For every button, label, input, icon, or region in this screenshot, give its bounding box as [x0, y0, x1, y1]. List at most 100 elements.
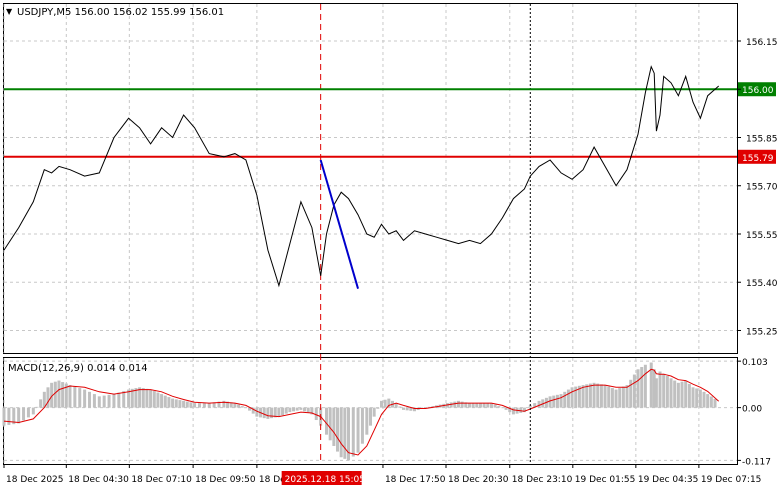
macd-histogram-bar [423, 407, 427, 409]
macd-histogram-bar [112, 394, 116, 408]
macd-histogram-bar [563, 391, 567, 408]
macd-histogram-bar [212, 402, 216, 408]
macd-histogram-bar [652, 369, 656, 408]
macd-histogram-bar [178, 400, 182, 408]
macd-histogram-bar [614, 389, 618, 408]
macd-histogram-bar [467, 403, 471, 408]
macd-histogram-bar [39, 399, 43, 408]
menu-arrow-icon[interactable]: ▼ [6, 7, 13, 16]
macd-histogram-bar [262, 407, 266, 419]
macd-histogram-bar [640, 367, 644, 408]
macd-signal-line [3, 368, 720, 456]
macd-histogram-bar [292, 407, 296, 412]
macd-histogram-bar [379, 400, 383, 408]
macd-histogram-bar [555, 394, 559, 408]
macd-histogram-bar [596, 383, 600, 408]
macd-histogram-bar [581, 385, 585, 408]
x-tick-label: 19 Dec 04:35 [638, 475, 699, 485]
macd-histogram-bar [706, 394, 710, 408]
macd-histogram-bar [453, 401, 457, 408]
chart-title: USDJPY,M5 156.00 156.02 155.99 156.01 [17, 7, 224, 18]
macd-y-tick-label: 0.103 [742, 358, 768, 368]
macd-histogram-bar [343, 407, 347, 459]
macd-histogram-bar [387, 398, 391, 408]
y-tick-label: 155.55 [746, 231, 778, 241]
macd-histogram-bar [603, 385, 607, 408]
macd-histogram-bar [654, 378, 658, 408]
macd-histogram-bar [401, 407, 405, 410]
macd-histogram-bar [508, 407, 512, 413]
macd-histogram-bar [365, 407, 369, 435]
marker-time-tag [281, 471, 362, 485]
macd-histogram-bar [107, 394, 111, 408]
macd-histogram-bar [306, 407, 310, 413]
macd-histogram-bar [665, 376, 669, 408]
macd-histogram-bar [427, 406, 431, 408]
macd-y-axis: 0.103 0.00 -0.117 [737, 358, 771, 467]
macd-histogram-bar [141, 388, 145, 408]
macd-histogram-bar [709, 396, 713, 408]
macd-histogram-bar [577, 385, 581, 408]
macd-histogram-bar [217, 401, 221, 408]
macd-histogram-bar [174, 399, 178, 408]
macd-histogram-bar [456, 400, 460, 408]
macd-title: MACD(12,26,9) 0.014 0.014 [8, 363, 148, 374]
macd-histogram-bar [88, 391, 92, 408]
macd-histogram-bar [122, 391, 126, 408]
macd-histogram-bar [570, 387, 574, 408]
macd-histogram-bar [339, 407, 343, 458]
macd-histogram-bar [336, 407, 340, 452]
macd-histogram-bar [599, 384, 603, 408]
macd-histogram-bar [372, 407, 376, 417]
x-tick-label: 18 Dec 20:30 [448, 475, 509, 485]
macd-histogram-bar [156, 392, 160, 408]
macd-histogram-bar [53, 381, 57, 408]
macd-histogram-bar [50, 382, 54, 408]
macd-histogram-bar [673, 380, 677, 408]
macd-histogram-bar [281, 407, 285, 416]
macd-histogram-bar [486, 403, 490, 408]
macd-histogram-bar [618, 388, 622, 408]
macd-histogram-bar [592, 382, 596, 408]
macd-histogram-bar [687, 383, 691, 408]
macd-histogram-bar [117, 392, 121, 408]
macd-histogram-bar [669, 378, 673, 408]
macd-histogram-bar [511, 407, 515, 415]
macd-histogram-bar [680, 381, 684, 408]
macd-histogram-bar [464, 402, 468, 408]
macd-histogram-bar [310, 407, 314, 415]
macd-histogram-bar [127, 389, 131, 408]
macd-histogram-bar [83, 389, 87, 408]
downtrend-line[interactable] [319, 159, 359, 289]
macd-histogram-bar [533, 403, 537, 408]
macd-histogram-bar [130, 388, 134, 408]
macd-histogram-bar [691, 387, 695, 408]
x-tick-label: 18 Dec 09:50 [195, 475, 256, 485]
y-tick-label: 155.85 [746, 134, 778, 144]
macd-panel [2, 362, 720, 461]
macd-histogram-bar [658, 371, 662, 408]
trend-line [319, 159, 359, 289]
macd-y-tick-label: -0.117 [742, 457, 771, 467]
x-tick-label: 18 Dec 04:30 [68, 475, 129, 485]
macd-histogram-bar [662, 373, 666, 408]
macd-histogram-bar [17, 407, 21, 424]
macd-histogram-bar [182, 400, 186, 408]
macd-histogram-bar [478, 403, 482, 408]
macd-histogram-bar [222, 400, 226, 408]
macd-histogram-bar [588, 383, 592, 408]
macd-histogram-bar [500, 407, 504, 409]
macd-histogram-bar [383, 399, 387, 408]
macd-histogram-bar [559, 394, 563, 408]
macd-histogram-bar [73, 386, 77, 408]
marker-time-label: 2025.12.18 15:05 [285, 475, 365, 485]
macd-histogram-bar [266, 407, 270, 419]
macd-histogram-bar [519, 407, 523, 413]
level-tag-156.00 [738, 82, 776, 97]
macd-histogram-bar [42, 391, 46, 408]
macd-histogram-bar [167, 397, 171, 408]
macd-histogram-bar [497, 406, 501, 408]
y-tick-label: 155.70 [746, 183, 778, 193]
macd-histogram-bar [149, 389, 153, 408]
